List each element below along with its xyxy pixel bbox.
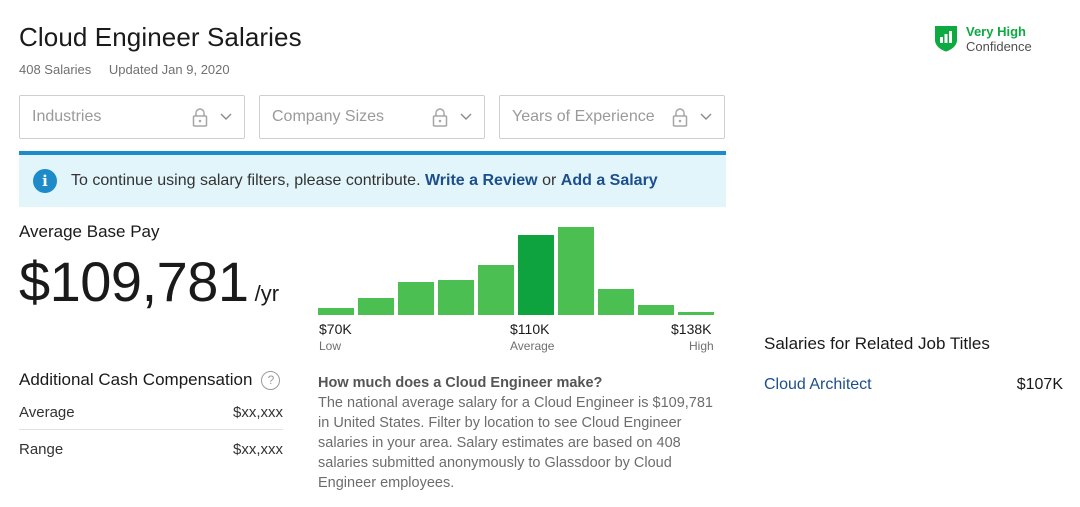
- confidence-label: Confidence: [966, 39, 1032, 54]
- cash-row-label: Average: [19, 404, 75, 421]
- filter-bar: Industries Company Sizes Years of Experi…: [19, 95, 725, 139]
- salary-faq: How much does a Cloud Engineer make? The…: [318, 373, 718, 493]
- banner-connector: or: [542, 172, 557, 189]
- histogram-bar: [438, 280, 474, 315]
- histogram-bar: [518, 235, 554, 315]
- histogram-bar: [478, 265, 514, 315]
- histogram-bar: [318, 308, 354, 315]
- cash-row-value: $xx,xxx: [232, 404, 283, 421]
- histogram-bar: [638, 305, 674, 315]
- divider: [19, 429, 283, 430]
- tick-low-label: Low: [319, 339, 342, 353]
- pay-unit: /yr: [254, 281, 280, 306]
- tick-average-label: Average: [510, 339, 555, 353]
- company-sizes-filter[interactable]: Company Sizes: [259, 95, 485, 139]
- histogram-bar: [558, 227, 594, 315]
- confidence-indicator: Very High Confidence: [934, 24, 1032, 54]
- additional-cash-title: Additional Cash Compensation ?: [19, 370, 281, 390]
- chevron-down-icon: [220, 113, 232, 120]
- info-icon: i: [33, 169, 57, 193]
- salary-count: 408 Salaries: [19, 62, 92, 77]
- cash-row-value: $xx,xxx: [232, 441, 283, 458]
- related-item: Cloud Architect $107K: [764, 376, 1063, 394]
- question-circle-icon[interactable]: ?: [261, 370, 281, 390]
- shield-bar-chart-icon: [935, 26, 957, 52]
- salary-meta: 408 Salaries Updated Jan 9, 2020: [19, 62, 230, 77]
- banner-message: To continue using salary filters, please…: [71, 172, 658, 190]
- tick-low-value: $70K: [319, 321, 352, 337]
- cash-row-range: Range $xx,xxx: [19, 441, 283, 458]
- related-titles-heading: Salaries for Related Job Titles: [764, 334, 990, 353]
- chevron-down-icon: [460, 113, 472, 120]
- filter-label: Company Sizes: [272, 108, 385, 125]
- lock-icon: [192, 108, 208, 127]
- faq-question: How much does a Cloud Engineer make?: [318, 375, 603, 391]
- tick-high-label: High: [689, 339, 714, 353]
- faq-answer: The national average salary for a Cloud …: [318, 395, 713, 491]
- filter-label: Years of Experience: [512, 108, 655, 125]
- tick-high-value: $138K: [671, 321, 712, 337]
- salary-histogram: [318, 215, 718, 315]
- cash-row-label: Range: [19, 441, 64, 458]
- average-pay-label: Average Base Pay: [19, 222, 160, 241]
- cash-row-average: Average $xx,xxx: [19, 404, 283, 421]
- lock-icon: [672, 108, 688, 127]
- contribute-banner: i To continue using salary filters, plea…: [19, 151, 726, 207]
- years-of-experience-filter[interactable]: Years of Experience: [499, 95, 725, 139]
- related-job-pay: $107K: [1016, 376, 1063, 393]
- histogram-bar: [398, 282, 434, 315]
- banner-text: To continue using salary filters, please…: [71, 172, 421, 189]
- lock-icon: [432, 108, 448, 127]
- histogram-bar: [358, 298, 394, 315]
- histogram-bar: [678, 312, 714, 315]
- histogram-bar: [598, 289, 634, 315]
- tick-average-value: $110K: [510, 321, 550, 337]
- chevron-down-icon: [700, 113, 712, 120]
- average-pay-value: $109,781/yr: [19, 252, 279, 324]
- updated-date: Updated Jan 9, 2020: [108, 62, 230, 77]
- write-review-link[interactable]: Write a Review: [424, 172, 538, 189]
- add-salary-link[interactable]: Add a Salary: [560, 172, 658, 189]
- confidence-level: Very High: [966, 24, 1026, 39]
- industries-filter[interactable]: Industries: [19, 95, 245, 139]
- filter-label: Industries: [32, 108, 102, 125]
- related-job-link[interactable]: Cloud Architect: [764, 376, 872, 393]
- additional-cash-label: Additional Cash Compensation: [19, 370, 253, 389]
- pay-amount: $109,781: [19, 250, 249, 313]
- page-title: Cloud Engineer Salaries: [19, 22, 302, 52]
